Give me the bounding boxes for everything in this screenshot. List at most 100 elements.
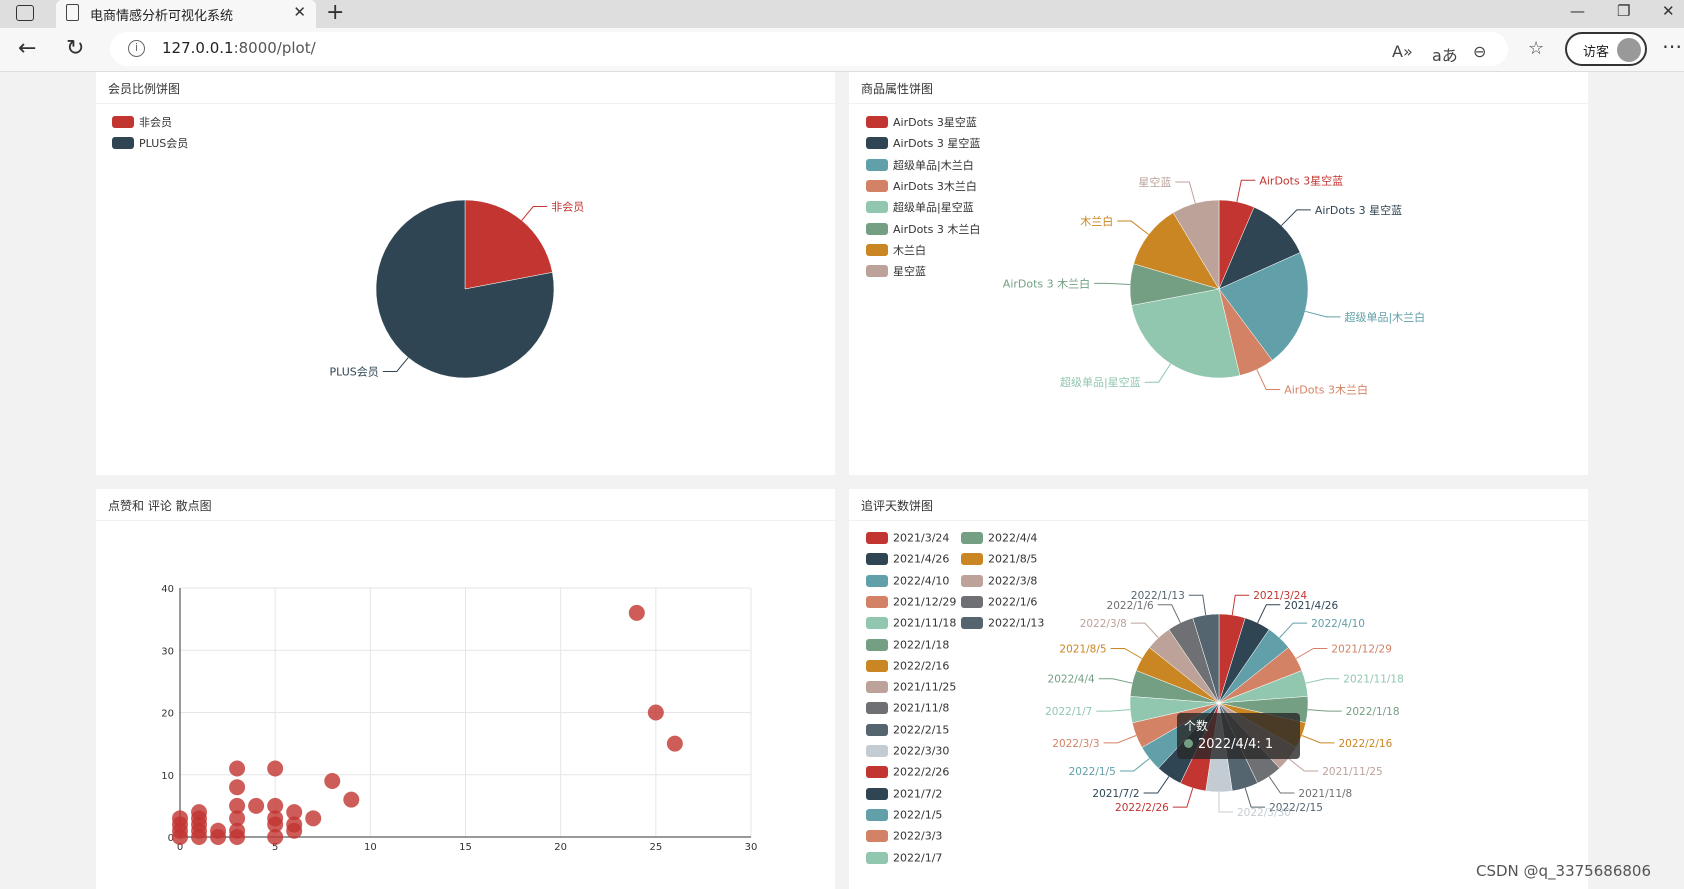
legend-item[interactable]: AirDots 3 星空蓝 <box>866 135 980 150</box>
scatter-point[interactable] <box>229 822 246 839</box>
read-aloud-icon[interactable]: A» <box>1392 42 1413 61</box>
legend-item[interactable]: 2022/3/30 <box>866 744 949 758</box>
scatter-point[interactable] <box>324 772 341 789</box>
pie-slice[interactable] <box>1172 199 1220 290</box>
legend-item[interactable]: 2022/4/4 <box>961 531 1037 545</box>
legend-item[interactable]: AirDots 3木兰白 <box>866 178 977 193</box>
y-tick-label: 30 <box>161 646 174 657</box>
pie-label-line <box>521 206 548 221</box>
scatter-point[interactable] <box>229 779 246 796</box>
legend-swatch <box>112 116 134 128</box>
scatter-point[interactable] <box>666 735 683 752</box>
legend-item[interactable]: 2021/8/5 <box>961 552 1037 566</box>
legend-item[interactable]: 2022/4/10 <box>866 574 949 588</box>
pie-slice[interactable] <box>1192 613 1220 704</box>
restore-icon[interactable]: ❐ <box>1617 2 1631 20</box>
legend-item[interactable]: 2021/12/29 <box>866 595 956 609</box>
legend-item[interactable]: 超级单品|木兰白 <box>866 157 974 172</box>
pie-slice[interactable] <box>1133 212 1220 290</box>
translate-icon[interactable]: aあ <box>1432 46 1458 65</box>
more-icon[interactable]: ⋯ <box>1662 34 1682 58</box>
legend-item[interactable]: 2022/1/13 <box>961 616 1044 630</box>
pie-slice[interactable] <box>1131 288 1241 379</box>
legend-item[interactable]: 2022/2/16 <box>866 659 949 673</box>
legend-item[interactable]: 2021/11/25 <box>866 680 956 694</box>
legend-swatch <box>866 179 888 192</box>
legend-item[interactable]: 2021/11/8 <box>866 701 949 715</box>
scatter-point[interactable] <box>229 760 246 777</box>
legend-item[interactable]: 非会员 <box>112 114 172 129</box>
scatter-panel: 点赞和 评论 散点图 0 5 10 15 20 25 30 0 10 20 30 40 <box>96 489 835 889</box>
scatter-point[interactable] <box>267 829 284 845</box>
legend-swatch <box>866 137 888 150</box>
pie-label-line <box>1268 776 1295 794</box>
scatter-point[interactable] <box>191 804 208 821</box>
legend-item[interactable]: 星空蓝 <box>866 263 926 278</box>
legend-item[interactable]: 2022/3/3 <box>866 829 942 843</box>
scatter-point[interactable] <box>286 816 303 833</box>
legend-item[interactable]: 2021/3/24 <box>866 531 949 545</box>
scatter-point[interactable] <box>286 804 303 821</box>
scatter-point[interactable] <box>343 791 360 808</box>
legend-item[interactable]: 2021/11/18 <box>866 616 956 630</box>
back-icon[interactable]: ← <box>18 36 37 61</box>
pie-slice[interactable] <box>1218 206 1301 290</box>
browser-tab[interactable]: 电商情感分析可视化系统 ✕ <box>56 0 316 28</box>
avatar <box>1617 38 1641 62</box>
legend-item[interactable]: 2022/3/8 <box>961 574 1037 588</box>
legend-swatch <box>866 265 888 278</box>
scatter-point[interactable] <box>248 797 265 814</box>
scatter-point[interactable] <box>628 604 645 621</box>
legend-item[interactable]: 木兰白 <box>866 242 926 257</box>
legend-item[interactable]: 2022/1/6 <box>961 595 1037 609</box>
refresh-icon[interactable]: ↻ <box>66 36 85 61</box>
window-close-icon[interactable]: ✕ <box>1662 2 1675 20</box>
plus-icon[interactable]: + <box>326 0 345 25</box>
divider <box>96 520 835 521</box>
scatter-point[interactable] <box>267 810 284 827</box>
sidebar-icon[interactable] <box>16 5 34 21</box>
legend-item[interactable]: PLUS会员 <box>112 135 188 150</box>
legend-item[interactable]: AirDots 3星空蓝 <box>866 114 977 129</box>
scatter-point[interactable] <box>267 760 284 777</box>
pie-label-line <box>1098 678 1133 684</box>
scatter-point[interactable] <box>172 810 188 827</box>
pie-label: 2022/1/13 <box>1131 590 1185 602</box>
favorites-icon[interactable]: ☆ <box>1528 38 1545 59</box>
pie-label: 2022/1/5 <box>1069 766 1116 778</box>
scatter-point[interactable] <box>210 822 227 839</box>
legend-item[interactable]: 2022/1/5 <box>866 808 942 822</box>
scatter-point[interactable] <box>229 797 246 814</box>
legend-swatch <box>866 702 888 715</box>
legend-item[interactable]: 2022/1/7 <box>866 851 942 865</box>
address-bar[interactable]: i 127.0.0.1:8000/plot/ A» aあ ⊖ <box>110 32 1508 66</box>
legend-item[interactable]: 2022/1/18 <box>866 638 949 652</box>
pie-label-line <box>1157 604 1181 624</box>
document-icon <box>66 4 79 21</box>
panel-title: 会员比例饼图 <box>108 82 181 96</box>
scatter-point[interactable] <box>267 797 284 814</box>
pie-label-line <box>1301 735 1335 744</box>
pie-label: 2022/3/8 <box>1080 618 1127 630</box>
profile-button[interactable]: 访客 <box>1565 32 1647 66</box>
legend-item[interactable]: 2021/4/26 <box>866 552 949 566</box>
url-text[interactable]: 127.0.0.1:8000/plot/ <box>162 39 316 57</box>
info-icon[interactable]: i <box>128 40 145 57</box>
scatter-point[interactable] <box>647 704 664 721</box>
pie-slice[interactable] <box>375 199 555 379</box>
legend-item[interactable]: 2021/7/2 <box>866 787 942 801</box>
scatter-point[interactable] <box>305 810 322 827</box>
legend-item[interactable]: 超级单品|星空蓝 <box>866 199 974 214</box>
zoom-icon[interactable]: ⊖ <box>1473 42 1487 61</box>
pie-label-line <box>1279 622 1308 639</box>
pie-label-line <box>1305 310 1341 318</box>
legend-item[interactable]: 2022/2/26 <box>866 765 949 779</box>
y-tick-label: 20 <box>161 709 174 720</box>
close-icon[interactable]: ✕ <box>293 3 306 21</box>
legend-item[interactable]: 2022/2/15 <box>866 723 949 737</box>
pie-label-line <box>1096 709 1131 712</box>
minimize-icon[interactable]: — <box>1570 2 1585 20</box>
scatter-point[interactable] <box>229 810 246 827</box>
legend-item[interactable]: AirDots 3 木兰白 <box>866 221 980 236</box>
